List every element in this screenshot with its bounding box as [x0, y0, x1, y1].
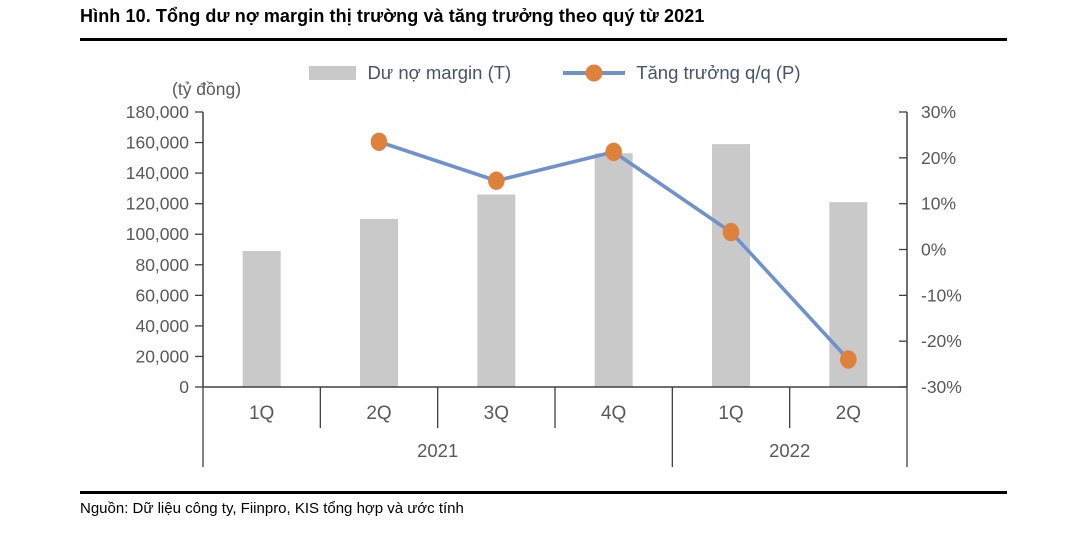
legend-marker-dot-icon — [585, 64, 603, 82]
legend-item-margin: Dư nợ margin (T) — [309, 62, 511, 84]
growth-marker — [605, 142, 622, 162]
left-tick-label: 40,000 — [135, 316, 189, 336]
source-note: Nguồn: Dữ liệu công ty, Fiinpro, KIS tổn… — [80, 500, 464, 517]
growth-marker — [840, 350, 857, 369]
quarter-label: 4Q — [601, 403, 626, 424]
right-tick-label: 20% — [921, 148, 956, 168]
chart-legend: Dư nợ margin (T) Tăng trưởng q/q (P) — [203, 58, 907, 88]
bar-4Q-3 — [594, 153, 633, 387]
bar-1Q-4 — [712, 144, 750, 387]
right-tick-label: -20% — [921, 331, 962, 351]
left-tick-label: 80,000 — [135, 255, 189, 275]
growth-markers — [370, 132, 857, 369]
x-axis-separators — [202, 387, 908, 467]
right-tick-label: -30% — [921, 377, 962, 397]
bars-series — [242, 144, 868, 387]
growth-marker — [488, 171, 505, 190]
figure-title: Hình 10. Tổng dư nợ margin thị trường và… — [80, 6, 705, 26]
left-tick-label: 180,000 — [126, 102, 190, 122]
left-axis-ticks: 180,000 160,000 140,000 120,000 100,000 80,00… — [126, 102, 203, 397]
quarter-label: 2Q — [836, 403, 861, 424]
bar-2Q-1 — [360, 218, 398, 387]
legend-line-swatch-icon — [563, 64, 626, 82]
legend-label-margin: Dư nợ margin (T) — [367, 62, 512, 83]
left-axis-unit-label: (tỷ đồng) — [172, 79, 242, 99]
year-label: 2021 — [417, 440, 458, 461]
quarter-labels: 1Q 2Q 3Q 4Q 1Q 2Q — [249, 403, 861, 424]
right-tick-label: 10% — [921, 194, 956, 214]
footer-divider — [80, 491, 1007, 494]
left-tick-label: 160,000 — [126, 133, 190, 153]
left-tick-label: 100,000 — [126, 224, 190, 244]
right-tick-label: 30% — [921, 102, 956, 122]
left-tick-label: 140,000 — [126, 163, 190, 183]
quarter-label: 2Q — [366, 403, 391, 424]
left-tick-label: 0 — [179, 377, 189, 397]
left-tick-label: 120,000 — [126, 194, 190, 214]
left-tick-label: 60,000 — [135, 285, 189, 305]
quarter-label: 1Q — [718, 403, 743, 424]
title-divider — [80, 38, 1007, 41]
quarter-label: 3Q — [484, 403, 509, 424]
year-label: 2022 — [769, 440, 810, 461]
growth-marker — [370, 132, 388, 151]
year-labels: 2021 2022 — [417, 440, 810, 461]
quarter-label: 1Q — [249, 403, 274, 424]
right-axis-ticks: 30% 20% 10% 0% -10% -20% -30% — [899, 102, 962, 397]
legend-item-growth: Tăng trưởng q/q (P) — [563, 62, 801, 84]
right-tick-label: 0% — [921, 240, 946, 260]
growth-marker — [722, 222, 740, 242]
legend-label-growth: Tăng trưởng q/q (P) — [636, 62, 801, 83]
legend-bar-swatch-icon — [309, 66, 357, 80]
right-tick-label: -10% — [921, 285, 962, 305]
bar-1Q-0 — [242, 251, 281, 387]
bar-3Q-2 — [477, 194, 516, 387]
left-tick-label: 20,000 — [135, 346, 189, 366]
